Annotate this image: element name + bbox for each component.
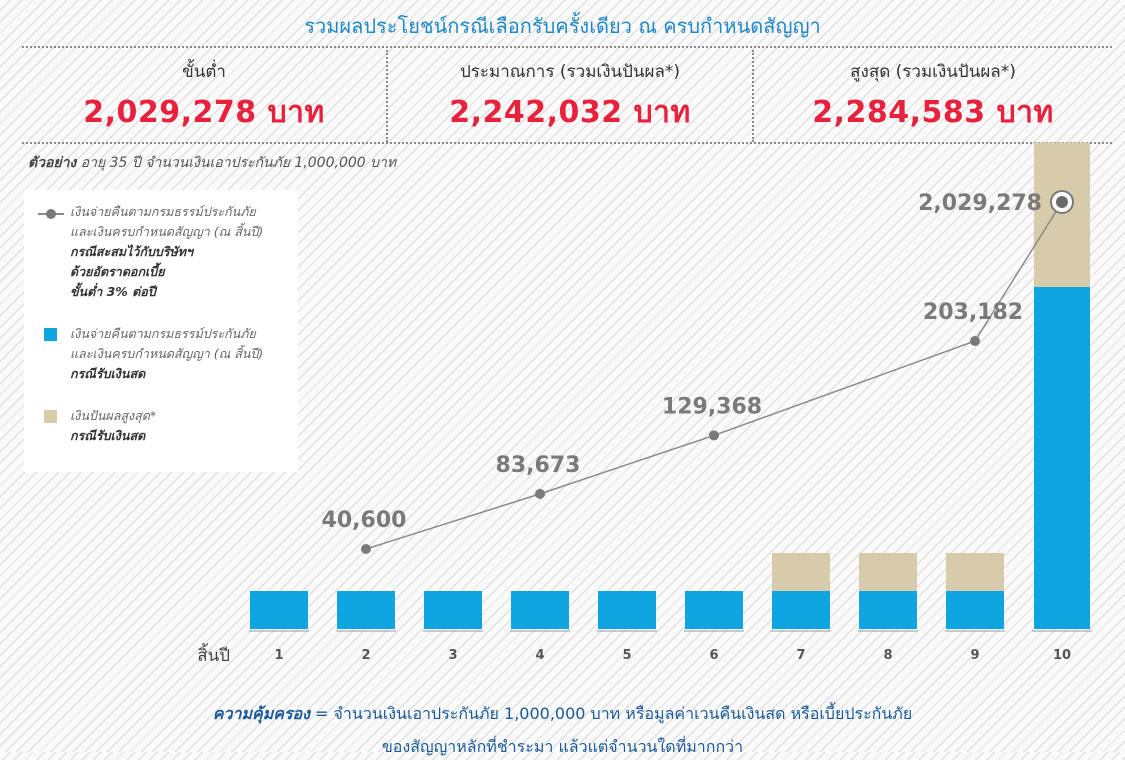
bar-dividend-10 [1034,142,1090,287]
bar-cash-1 [250,591,308,629]
legend-cash-text-2: และเงินครบกำหนดสัญญา (ณ สิ้นปี) [70,346,264,361]
x-tick-label-9: 9 [970,648,979,663]
footer-note: ความคุ้มครอง = จำนวนเงินเอาประกันภัย 1,0… [0,702,1125,760]
legend-text-line: เงินจ่ายคืนตามกรมธรรม์ประกันภัย และเงินค… [70,202,298,302]
line-series [365,201,1063,550]
legend-line-bold-3: ขั้นต่ำ 3% ต่อปี [70,284,156,299]
example-prefix: ตัวอย่าง [28,155,77,171]
bar-cash-2 [337,591,395,629]
legend-text-dividend: เงินปันผลสูงสุด* กรณีรับเงินสด [70,406,298,446]
line-data-label-2: 40,600 [322,508,407,533]
legend-line-bold-2: ด้วยอัตราดอกเบี้ย [70,264,165,279]
x-tick-label-5: 5 [622,648,631,663]
bar-cash-8 [859,591,917,629]
x-axis: 1 2 3 4 5 6 7 8 9 10 สิ้นปี [197,630,1092,666]
line-series-group: 40,600 83,673 129,368 203,182 2,029,278 [322,190,1074,554]
legend-cash-bold-1: กรณีรับเงินสด [70,366,146,381]
footer-line-1: = จำนวนเงินเอาประกันภัย 1,000,000 บาท หร… [315,704,913,723]
line-data-label-10: 2,029,278 [918,191,1042,216]
bar-cash-3 [424,591,482,629]
divider-bottom [22,142,1112,144]
line-point-9 [970,336,980,346]
example-text: อายุ 35 ปี จำนวนเงินเอาประกันภัย 1,000,0… [80,155,397,171]
line-point-10 [1056,196,1068,208]
legend-dividend-text-1: เงินปันผลสูงสุด* [70,408,157,423]
stat-maximum-label: สูงสุด (รวมเงินปันผล*) [850,62,1016,82]
bar-dividend-7 [772,553,830,591]
legend-dividend-bold-1: กรณีรับเงินสด [70,428,146,443]
x-tick-label-1: 1 [274,648,283,663]
bar-cash-10 [1034,287,1090,629]
bar-cash-7 [772,591,830,629]
legend-line-bold-1: กรณีสะสมไว้กับบริษัทฯ [70,244,194,259]
x-tick-label-2: 2 [361,648,370,663]
footer-line-2: ของสัญญาหลักที่ชำระมา แล้วแต่จำนวนใดที่ม… [381,737,744,756]
line-point-4 [535,488,545,499]
bars-group [250,142,1090,629]
bar-dividend-9 [946,553,1004,591]
chart-legend: เงินจ่ายคืนตามกรมธรรม์ประกันภัย และเงินค… [24,190,298,472]
stat-minimum-label: ขั้นต่ำ [182,62,226,82]
example-note: ตัวอย่าง อายุ 35 ปี จำนวนเงินเอาประกันภั… [28,152,396,174]
legend-text-cash: เงินจ่ายคืนตามกรมธรรม์ประกันภัย และเงินค… [70,324,298,384]
stat-estimate-value: 2,242,032 บาท [449,95,691,130]
bar-cash-9 [946,591,1004,629]
stat-estimate-label: ประมาณการ (รวมเงินปันผล*) [459,62,681,82]
bar-dividend-8 [859,553,917,591]
legend-cash-text-1: เงินจ่ายคืนตามกรมธรรม์ประกันภัย [70,326,256,341]
stat-minimum: ขั้นต่ำ 2,029,278 บาท [22,58,386,136]
line-point-6 [709,430,719,441]
line-data-label-4: 83,673 [496,453,581,478]
stat-estimate: ประมาณการ (รวมเงินปันผล*) 2,242,032 บาท [388,58,752,136]
stat-maximum-value: 2,284,583 บาท [812,95,1054,130]
legend-blue-square-icon [44,328,57,341]
line-data-label-9: 203,182 [923,300,1023,325]
divider-col-2 [752,50,754,142]
page-title: รวมผลประโยชน์กรณีเลือกรับครั้งเดียว ณ คร… [304,14,821,38]
divider-top [22,46,1112,48]
legend-line-text-2: และเงินครบกำหนดสัญญา (ณ สิ้นปี) [70,224,264,239]
legend-line-text-1: เงินจ่ายคืนตามกรมธรรม์ประกันภัย [70,204,256,219]
footer-bold: ความคุ้มครอง [212,704,310,723]
divider-col-1 [386,50,388,142]
x-tick-label-4: 4 [535,648,544,663]
x-tick-label-8: 8 [883,648,892,663]
legend-beige-square-icon [44,410,57,423]
x-tick-label-3: 3 [448,648,457,663]
line-data-label-6: 129,368 [662,394,762,419]
x-tick-label-10: 10 [1053,648,1071,663]
x-tick-label-7: 7 [796,648,805,663]
bar-cash-4 [511,591,569,629]
bar-cash-6 [685,591,743,629]
legend-dot-icon [46,209,56,219]
bar-cash-5 [598,591,656,629]
stat-maximum: สูงสุด (รวมเงินปันผล*) 2,284,583 บาท [754,58,1112,136]
x-tick-label-6: 6 [709,648,718,663]
x-axis-label: สิ้นปี [197,643,230,666]
line-point-2 [361,544,371,554]
stat-minimum-value: 2,029,278 บาท [83,95,325,130]
